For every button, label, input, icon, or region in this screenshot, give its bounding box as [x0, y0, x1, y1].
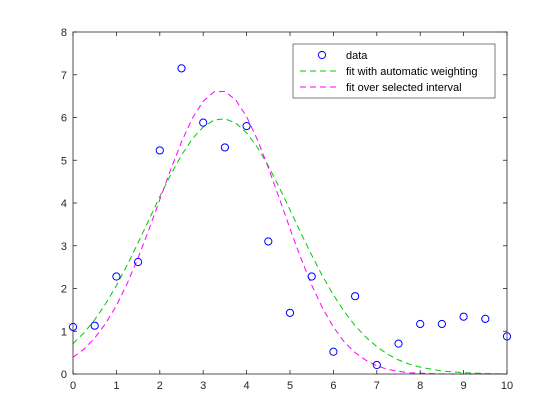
legend-entry-label: data — [346, 50, 368, 62]
series-line-1 — [72, 118, 508, 375]
legend-entry-label: fit with automatic weighting — [346, 66, 477, 78]
y-tick-label: 2 — [61, 284, 67, 296]
data-point — [394, 339, 403, 348]
data-point — [134, 257, 143, 267]
data-point — [220, 143, 229, 152]
legend-box — [292, 43, 496, 99]
x-tick-label: 9 — [461, 380, 467, 392]
legend: data fit with automatic weighting fit over… — [292, 43, 496, 99]
x-tick-label: 3 — [200, 380, 206, 392]
x-tick-label: 10 — [501, 380, 513, 392]
data-point — [307, 272, 316, 281]
data-point — [372, 360, 381, 370]
x-tick-label: 0 — [70, 380, 76, 392]
x-tick-label: 7 — [374, 380, 380, 392]
axes-layer: 0 1 2 3 4 5 6 7 8 9 10 0 1 2 3 4 5 6 7 8 — [61, 27, 513, 392]
y-tick-label: 3 — [61, 241, 67, 253]
x-tick-label: 2 — [157, 380, 163, 392]
y-tick-label: 1 — [61, 326, 67, 338]
y-tick-label: 8 — [61, 27, 67, 39]
series-layer — [68, 64, 512, 375]
x-tick-label: 5 — [287, 380, 293, 392]
y-tick-label: 4 — [61, 198, 67, 210]
legend-items: data fit with automatic weighting fit over… — [300, 50, 477, 94]
data-point — [242, 121, 251, 131]
x-tick-label: 4 — [244, 380, 250, 392]
data-point — [264, 237, 273, 246]
data-point — [481, 314, 490, 323]
x-tick-label: 1 — [113, 380, 119, 392]
data-point — [199, 118, 208, 127]
data-point — [112, 272, 121, 281]
data-point — [177, 64, 186, 73]
x-tick-label: 8 — [417, 380, 423, 392]
y-tick-label: 0 — [61, 369, 67, 381]
data-point — [90, 321, 99, 330]
data-point — [459, 312, 468, 321]
data-point — [155, 146, 164, 155]
data-point — [437, 319, 446, 329]
data-point — [329, 347, 338, 356]
y-tick-label: 5 — [61, 155, 67, 167]
data-point — [416, 319, 425, 329]
y-tick-label: 7 — [61, 70, 67, 82]
legend-entry-label: fit over selected interval — [346, 82, 462, 94]
y-tick-label: 6 — [61, 113, 67, 125]
x-tick-label: 6 — [330, 380, 336, 392]
data-point — [351, 292, 360, 301]
data-point — [285, 308, 295, 317]
series-line-2 — [72, 90, 507, 375]
legend-marker-circle — [317, 50, 327, 60]
